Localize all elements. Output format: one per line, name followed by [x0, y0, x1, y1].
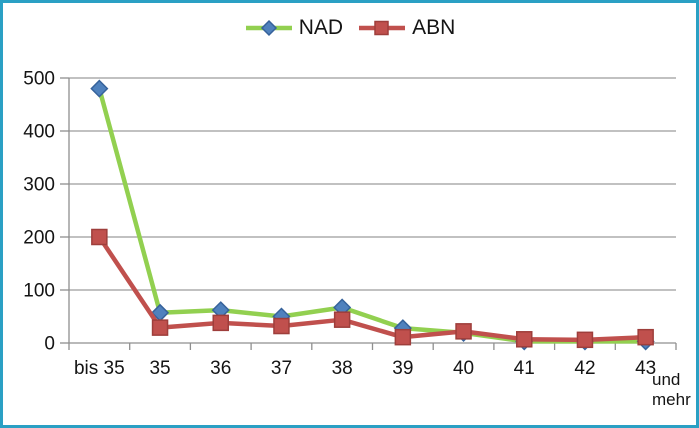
chart-legend: NAD ABN: [3, 16, 696, 40]
legend-item-nad[interactable]: NAD: [244, 16, 343, 40]
legend-item-abn[interactable]: ABN: [357, 16, 455, 40]
data-point-abn: [516, 331, 533, 348]
data-point-abn: [333, 311, 351, 328]
series-line-abn: [97, 235, 646, 343]
y-tick-label: 300: [23, 175, 55, 196]
legend-label-nad: NAD: [298, 16, 344, 39]
series-line-nad: [97, 88, 646, 344]
x-tick-label: 41: [514, 358, 535, 379]
x-tick-label: 42: [574, 358, 595, 379]
legend-sample-nad: [245, 19, 292, 37]
x-tick-label: 35: [149, 358, 170, 379]
data-point-abn: [637, 328, 654, 346]
data-point-abn: [273, 317, 290, 335]
y-tick-label: 100: [23, 281, 55, 302]
data-point-abn: [151, 319, 169, 336]
legend-sample-abn: [359, 20, 406, 36]
x-axis-overflow-label: und mehr: [652, 370, 691, 409]
y-tick-label: 0: [44, 334, 55, 355]
data-point-abn: [394, 328, 412, 346]
data-point-abn: [576, 331, 594, 349]
y-tick-label: 200: [23, 228, 55, 249]
x-tick-label: 37: [271, 358, 292, 379]
data-point-abn: [455, 323, 472, 340]
plot-area: 0 100 200 300 400 500 bis 35 35 36 37 38 39 40 41 42 43…: [23, 69, 691, 410]
x-tick-label: 40: [453, 358, 474, 379]
y-tick-label: 400: [23, 122, 55, 143]
x-tick-label: bis 35: [74, 358, 125, 379]
data-point-nad: [90, 79, 109, 98]
x-tick-label: 38: [332, 358, 353, 379]
data-point-abn: [91, 228, 108, 246]
x-tick-label: 43: [635, 358, 656, 379]
legend-label-abn: ABN: [412, 16, 456, 39]
y-tick-label: 500: [23, 69, 55, 90]
x-tick-label: 36: [210, 358, 231, 379]
data-point-abn: [212, 314, 229, 332]
x-tick-label: 39: [392, 358, 413, 379]
